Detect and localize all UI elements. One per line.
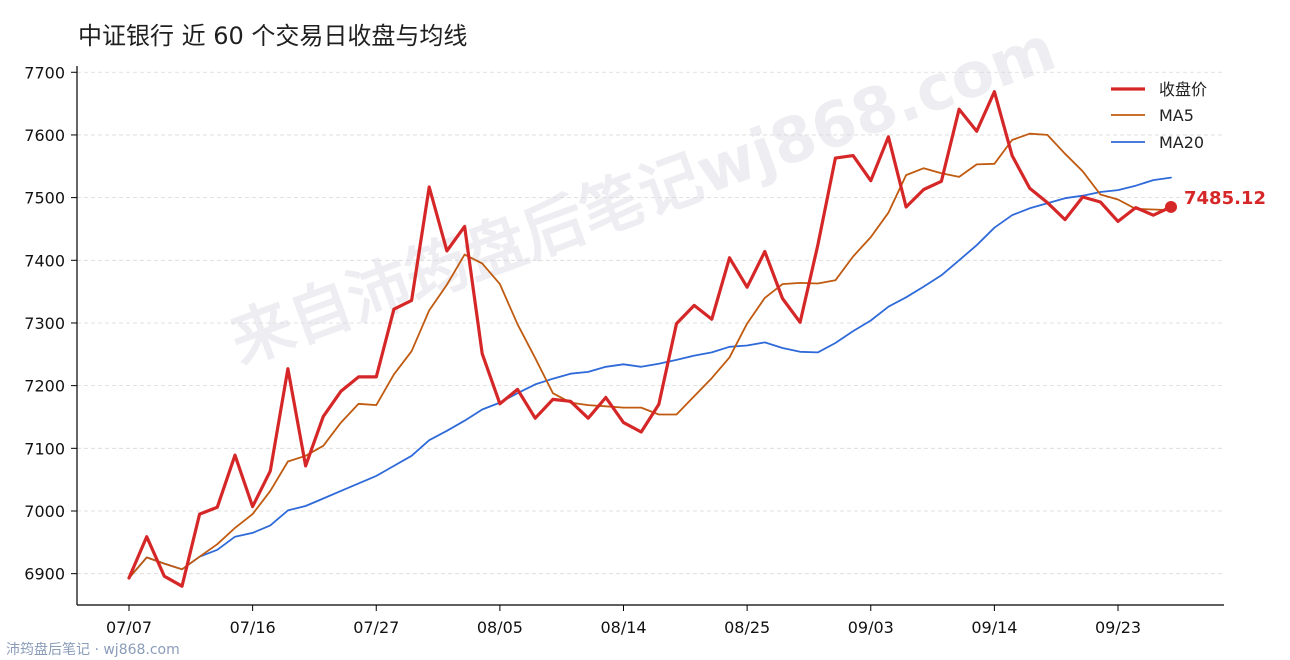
y-tick-label: 7000: [24, 502, 65, 521]
y-tick-label: 6900: [24, 565, 65, 584]
x-tick-label: 09/14: [971, 618, 1017, 637]
legend-label: 收盘价: [1159, 80, 1207, 99]
series-lines: [127, 90, 1173, 588]
grid-lines: [77, 71, 1224, 575]
watermark: 来自沛筠盘后笔记wj868.com: [221, 11, 1065, 378]
x-tick-label: 09/03: [848, 618, 894, 637]
y-tick-label: 7400: [24, 251, 65, 270]
legend-label: MA5: [1159, 106, 1194, 125]
last-point-layer: 7485.12: [1165, 188, 1266, 213]
x-tick-label: 07/27: [353, 618, 399, 637]
series-line-ma20: [128, 176, 1172, 579]
y-tick-label: 7200: [24, 377, 65, 396]
series-line-close: [127, 90, 1173, 588]
y-tick-label: 7600: [24, 126, 65, 145]
x-axis-ticks: 07/07 07/16 07/27 08/05 08/14 08/25 09/03 09/14…: [106, 605, 1141, 637]
y-tick-label: 7500: [24, 189, 65, 208]
x-tick-label: 09/23: [1095, 618, 1141, 637]
chart-title: 中证银行 近 60 个交易日收盘与均线: [78, 22, 467, 50]
last-close-label: 7485.12: [1184, 188, 1266, 209]
x-tick-label: 08/05: [477, 618, 523, 637]
x-tick-label: 07/07: [106, 618, 152, 637]
axes: [76, 66, 1224, 606]
y-tick-label: 7300: [24, 314, 65, 333]
x-tick-label: 08/14: [600, 618, 646, 637]
y-tick-label: 7100: [24, 439, 65, 458]
y-axis-ticks: 6900 7000 7100 7200 7300 7400 7500 7600 7700: [24, 63, 77, 584]
legend: 收盘价 MA5 MA20: [1111, 80, 1207, 152]
y-tick-label: 7700: [24, 63, 65, 82]
x-tick-label: 08/25: [724, 618, 770, 637]
legend-label: MA20: [1159, 133, 1204, 152]
x-tick-label: 07/16: [230, 618, 276, 637]
last-close-marker: [1165, 200, 1177, 213]
footer-source: 沛筠盘后笔记 · wj868.com: [6, 641, 180, 658]
